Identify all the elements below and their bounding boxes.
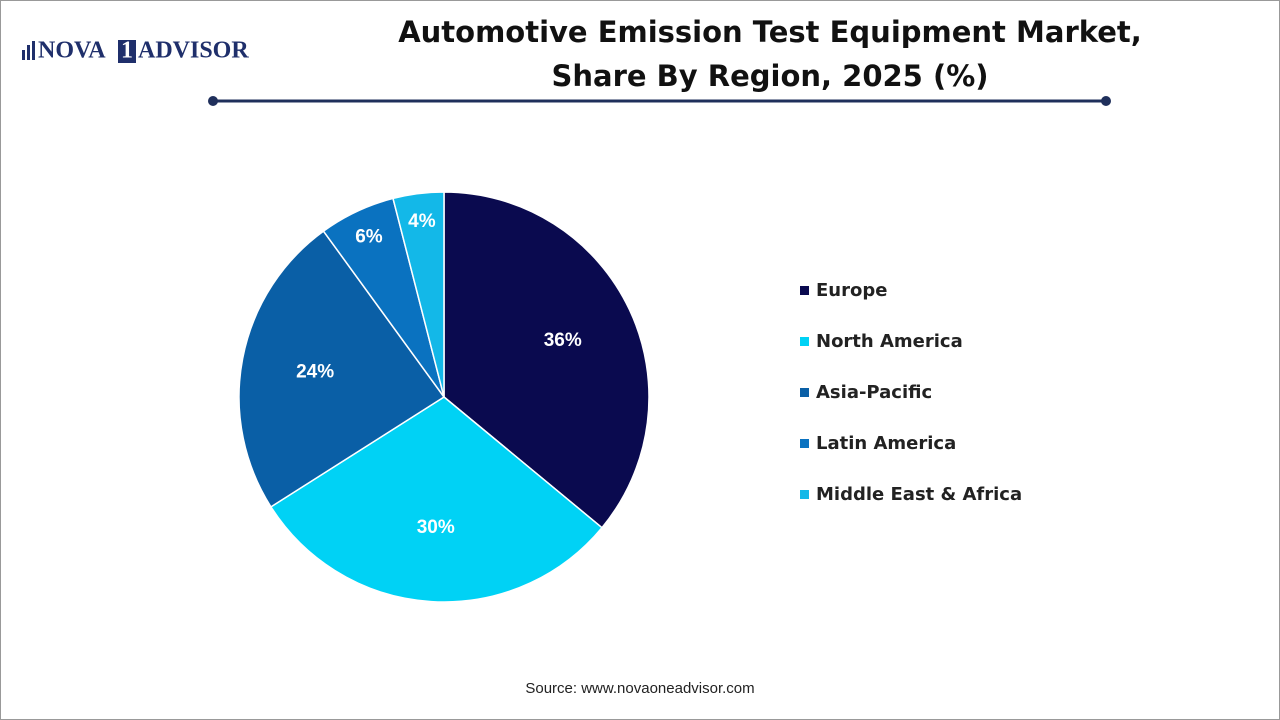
rule-dot bbox=[208, 96, 218, 106]
logo-right: ADVISOR bbox=[138, 38, 249, 64]
legend-swatch bbox=[800, 439, 809, 448]
data-label: 6% bbox=[355, 226, 383, 247]
source: Source: www.novaoneadvisor.com bbox=[525, 680, 754, 697]
chart-title: Automotive Emission Test Equipment Marke… bbox=[398, 15, 1142, 49]
data-label: 4% bbox=[408, 211, 436, 232]
chart-title: Share By Region, 2025 (%) bbox=[551, 59, 988, 93]
logo-bar bbox=[22, 50, 25, 60]
logo-mark: 1 bbox=[121, 38, 133, 64]
logo-bar bbox=[32, 41, 35, 60]
legend-label: North America bbox=[816, 331, 963, 352]
legend-label: Asia-Pacific bbox=[816, 382, 932, 403]
legend-swatch bbox=[800, 286, 809, 295]
rule-dot bbox=[1101, 96, 1111, 106]
logo-bar bbox=[27, 45, 30, 60]
pie-slice bbox=[443, 191, 650, 529]
data-label: 30% bbox=[417, 517, 455, 538]
pie-slice bbox=[269, 396, 604, 603]
logo: NOVA 1 ADVISOR bbox=[22, 38, 249, 64]
legend-swatch bbox=[800, 337, 809, 346]
data-label: 36% bbox=[544, 330, 582, 351]
legend-swatch bbox=[800, 490, 809, 499]
legend-swatch bbox=[800, 388, 809, 397]
legend-label: Latin America bbox=[816, 433, 956, 454]
legend-label: Middle East & Africa bbox=[816, 484, 1022, 505]
pie-slice bbox=[392, 191, 445, 398]
legend-label: Europe bbox=[816, 280, 887, 301]
pie-slice bbox=[238, 230, 446, 508]
logo-box bbox=[118, 40, 136, 63]
data-label: 24% bbox=[296, 361, 334, 382]
logo-left: NOVA bbox=[38, 38, 106, 64]
